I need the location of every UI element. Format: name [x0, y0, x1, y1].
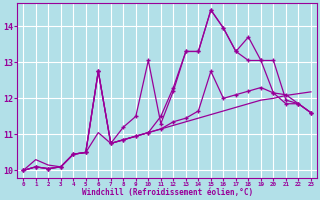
X-axis label: Windchill (Refroidissement éolien,°C): Windchill (Refroidissement éolien,°C) [82, 188, 253, 197]
